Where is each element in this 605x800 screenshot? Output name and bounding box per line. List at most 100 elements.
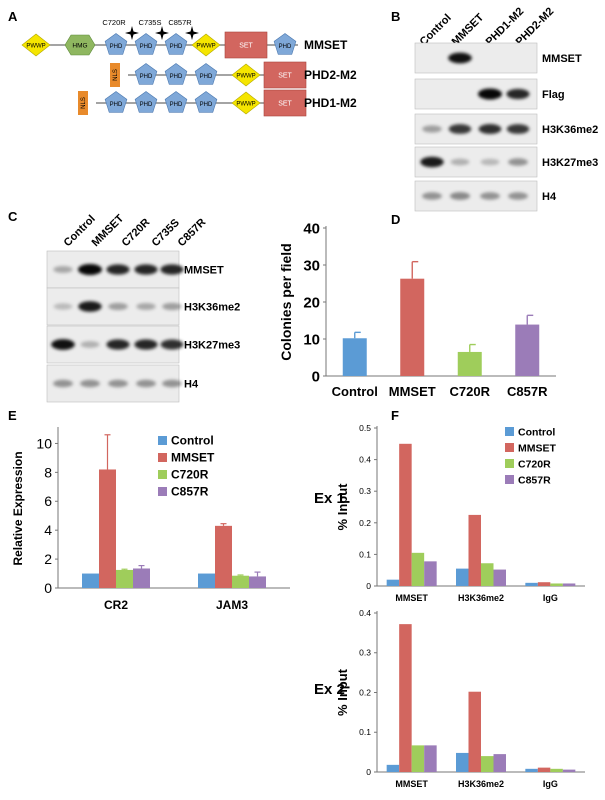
legend-entry: C857R bbox=[518, 475, 551, 487]
nls-domain bbox=[110, 63, 120, 87]
x-tick-label: MMSET bbox=[395, 593, 428, 603]
bar bbox=[562, 583, 576, 586]
blot-band bbox=[162, 379, 182, 388]
bar bbox=[399, 624, 412, 772]
phd-domain bbox=[134, 33, 158, 55]
lane-label: C857R bbox=[176, 216, 209, 249]
bar bbox=[537, 582, 551, 586]
phd-domain bbox=[134, 63, 158, 85]
legend-entry: Control bbox=[171, 434, 214, 448]
bar-chart-e: 0 2 4 6 8 10 Relative Expression CR2 JAM3 Control… bbox=[11, 427, 290, 612]
construct-phd1-m2: NLS PHD PHD PHD PHD PWWP SET PHD1-M2 bbox=[78, 89, 357, 117]
y-tick-label: 10 bbox=[303, 331, 320, 348]
y-tick-label: 0 bbox=[366, 581, 371, 591]
legend-swatch bbox=[505, 459, 514, 468]
bar bbox=[386, 579, 400, 586]
bar bbox=[515, 324, 540, 376]
panel-label-d: D bbox=[391, 212, 400, 227]
mutation-label: C735S bbox=[139, 18, 162, 27]
legend-swatch bbox=[158, 470, 167, 479]
y-axis-title: % Input bbox=[335, 668, 350, 716]
panel-b-western-blot: ControlMMSETPHD1-M2PHD2-M2MMSETFlagH3K36… bbox=[414, 5, 598, 212]
legend: Control MMSET C720R C857R bbox=[505, 427, 557, 487]
bar bbox=[342, 338, 367, 376]
mutation-label: C857R bbox=[168, 18, 192, 27]
phd-domain bbox=[194, 91, 218, 113]
blot-band bbox=[478, 124, 502, 134]
construct-name: PHD1-M2 bbox=[304, 96, 357, 110]
band-row bbox=[53, 264, 184, 275]
set-label: SET bbox=[278, 73, 292, 80]
panel-label-b: B bbox=[391, 9, 400, 24]
legend-entry: MMSET bbox=[518, 443, 557, 455]
phd-domain bbox=[273, 33, 297, 55]
legend-swatch bbox=[505, 443, 514, 452]
blot-band bbox=[480, 158, 500, 166]
bar bbox=[198, 573, 215, 588]
pwwp-domain bbox=[231, 63, 261, 87]
bar bbox=[550, 583, 563, 586]
mutation-star bbox=[185, 26, 199, 40]
pwwp-label: PWWP bbox=[236, 102, 255, 108]
blot-band bbox=[420, 156, 444, 168]
bar bbox=[116, 569, 133, 588]
construct-name: MMSET bbox=[304, 38, 348, 52]
blot-band bbox=[80, 341, 100, 348]
phd-domain bbox=[194, 63, 218, 85]
set-label: SET bbox=[239, 43, 253, 50]
phd-label: PHD bbox=[170, 74, 183, 80]
bar bbox=[537, 767, 551, 772]
legend-swatch bbox=[158, 436, 167, 445]
bar bbox=[411, 552, 425, 586]
bar bbox=[493, 569, 506, 586]
set-domain bbox=[224, 31, 268, 59]
y-tick-label: 0.3 bbox=[359, 648, 371, 658]
bar bbox=[424, 561, 437, 586]
bar bbox=[525, 768, 538, 772]
lane-label: C735S bbox=[150, 217, 182, 249]
y-tick-label: 2 bbox=[44, 551, 52, 567]
bar bbox=[562, 769, 576, 772]
panel-c-western-blot: ControlMMSETC720RC735SC857RMMSETH3K36me2… bbox=[46, 212, 240, 403]
hmg-domain bbox=[64, 34, 96, 56]
y-tick-label: 8 bbox=[44, 464, 52, 480]
phd-label: PHD bbox=[279, 44, 292, 50]
y-tick-label: 0 bbox=[44, 580, 52, 596]
x-tick-label: H3K36me2 bbox=[458, 779, 504, 789]
phd-label: PHD bbox=[200, 74, 213, 80]
band-row bbox=[478, 88, 530, 100]
legend-swatch bbox=[158, 453, 167, 462]
blot-band bbox=[53, 379, 73, 388]
blot-band bbox=[106, 264, 130, 275]
bar bbox=[133, 568, 150, 588]
y-tick-label: 0.2 bbox=[359, 687, 371, 697]
x-tick-label: IgG bbox=[543, 779, 558, 789]
pwwp-label: PWWP bbox=[26, 44, 45, 50]
bar bbox=[82, 573, 99, 588]
x-tick-label: H3K36me2 bbox=[458, 593, 504, 603]
row-label: H3K36me2 bbox=[184, 302, 240, 314]
nls-label: NLS bbox=[81, 97, 87, 109]
x-tick-label: MMSET bbox=[389, 384, 436, 399]
mutation-label: C720R bbox=[102, 18, 126, 27]
phd-domain bbox=[104, 33, 128, 55]
legend-entry: MMSET bbox=[171, 451, 215, 465]
bar bbox=[456, 752, 469, 772]
lane-label: MMSET bbox=[450, 11, 487, 48]
bar bbox=[457, 351, 482, 376]
blot-band bbox=[160, 339, 184, 350]
row-label: MMSET bbox=[184, 265, 224, 277]
phd-label: PHD bbox=[170, 102, 183, 108]
phd-domain bbox=[104, 91, 128, 113]
chart-title: Ex 1 bbox=[314, 490, 345, 507]
bar bbox=[249, 576, 266, 588]
blot-band bbox=[448, 124, 472, 134]
phd-label: PHD bbox=[110, 44, 123, 50]
legend-swatch bbox=[505, 475, 514, 484]
blot-band bbox=[78, 301, 102, 312]
panel-label-e: E bbox=[8, 408, 17, 423]
phd-domain bbox=[164, 33, 188, 55]
bar bbox=[493, 754, 506, 772]
y-tick-label: 0.3 bbox=[359, 486, 371, 496]
